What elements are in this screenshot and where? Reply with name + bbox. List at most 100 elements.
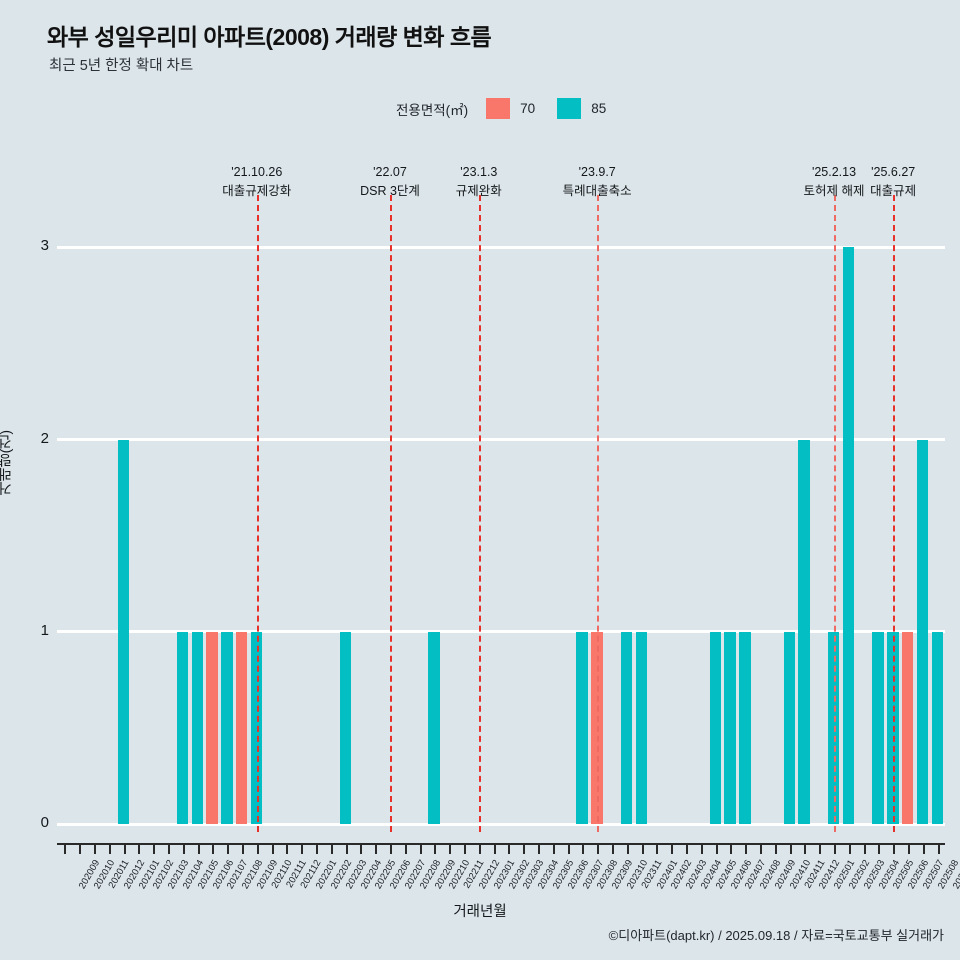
x-axis-tick	[286, 843, 289, 854]
x-axis-line	[57, 843, 945, 854]
x-axis-tick	[804, 843, 807, 854]
x-axis-tick	[464, 843, 466, 854]
x-axis-title: 거래년월	[453, 904, 507, 920]
bar[interactable]	[221, 631, 233, 824]
bar[interactable]	[724, 631, 736, 824]
bar[interactable]	[339, 631, 351, 824]
x-axis-tick	[656, 843, 659, 854]
x-axis-tick	[79, 843, 82, 854]
bar[interactable]	[191, 631, 203, 824]
x-axis-tick	[745, 843, 748, 854]
event-line	[478, 195, 481, 832]
x-axis-tick	[523, 843, 526, 854]
bar[interactable]	[620, 631, 633, 824]
x-axis-tick	[94, 843, 96, 854]
gridline	[57, 630, 945, 634]
x-axis-tick	[863, 843, 866, 854]
event-date-label: '21.10.26	[231, 165, 283, 179]
x-axis-tick	[138, 843, 141, 854]
x-axis-tick	[582, 843, 585, 854]
bar[interactable]	[576, 631, 588, 824]
legend-title: 전용면적(㎡)	[396, 102, 469, 118]
x-axis-tick	[671, 843, 674, 854]
legend-item-85[interactable]: 85	[557, 98, 606, 119]
bar[interactable]	[828, 631, 840, 824]
event-date-label: '25.6.27	[871, 165, 916, 179]
event-line	[893, 195, 896, 832]
x-axis-tick	[434, 843, 437, 854]
x-axis-tick	[404, 843, 407, 854]
x-axis-tick	[760, 843, 762, 854]
bar[interactable]	[872, 631, 884, 824]
event-text-label: 규제완화	[455, 184, 502, 199]
bar[interactable]	[887, 631, 899, 824]
x-axis-tick	[212, 843, 215, 854]
event-line	[597, 195, 600, 832]
bar[interactable]	[902, 631, 914, 824]
x-axis-tick	[390, 843, 392, 854]
bar[interactable]	[709, 631, 721, 824]
legend-label-70: 70	[520, 101, 536, 116]
x-axis-tick	[878, 843, 881, 854]
x-axis-tick	[819, 843, 822, 854]
event-annotation: '25.6.27 대출규제	[870, 163, 916, 202]
bar[interactable]	[798, 439, 810, 824]
x-axis-tick	[834, 843, 836, 854]
x-axis-tick	[153, 843, 156, 854]
event-text-label: 특례대출축소	[562, 184, 632, 199]
bar[interactable]	[117, 439, 129, 824]
legend-item-70[interactable]: 70	[486, 98, 535, 119]
bar[interactable]	[739, 631, 751, 824]
bar[interactable]	[236, 631, 248, 824]
event-text-label: DSR 3단계	[360, 184, 420, 199]
event-annotation: '23.1.3 규제완화	[456, 163, 502, 202]
footer-credit: ©디아파트(dapt.kr) / 2025.09.18 / 자료=국토교통부 실…	[608, 928, 944, 943]
x-axis-tick	[478, 843, 481, 854]
x-axis-tick	[552, 843, 555, 854]
event-text-label: 대출규제강화	[222, 184, 292, 199]
legend: 전용면적(㎡) 70 85	[396, 98, 618, 119]
x-axis-tick	[330, 843, 333, 854]
event-annotation: '25.2.13 토허제 해제	[804, 163, 865, 202]
legend-swatch-85	[557, 98, 582, 119]
x-axis-tick	[922, 843, 925, 854]
gridline	[57, 822, 945, 826]
legend-swatch-70	[486, 98, 511, 119]
x-axis-tick	[774, 843, 777, 854]
bar[interactable]	[916, 439, 929, 824]
bar[interactable]	[250, 631, 263, 824]
x-axis-tick	[271, 843, 274, 854]
x-axis-tick	[168, 843, 170, 854]
event-date-label: '22.07	[373, 165, 407, 179]
x-axis-tick	[908, 843, 910, 854]
bar[interactable]	[176, 631, 189, 824]
y-axis-tick-label: 0	[40, 814, 49, 831]
y-axis-tick-label: 1	[40, 621, 49, 639]
x-axis-tick	[301, 843, 304, 854]
x-axis-tick	[449, 843, 452, 854]
event-annotation: '23.9.7 특례대출축소	[563, 163, 632, 202]
bar[interactable]	[206, 631, 218, 824]
x-axis-tick	[893, 843, 896, 854]
x-axis-tick	[597, 843, 600, 854]
event-date-label: '23.1.3	[460, 165, 498, 179]
bar[interactable]	[591, 631, 603, 824]
bar[interactable]	[842, 247, 855, 824]
event-annotation: '21.10.26 대출규제강화	[222, 163, 291, 202]
event-date-label: '25.2.13	[811, 165, 857, 179]
x-axis-tick	[227, 843, 230, 854]
gridline	[57, 245, 945, 249]
event-date-label: '23.9.7	[578, 165, 616, 179]
bar[interactable]	[931, 631, 943, 824]
x-axis-tick	[108, 843, 111, 854]
bar[interactable]	[783, 631, 795, 824]
x-axis-tick	[789, 843, 792, 854]
x-axis-tick	[64, 843, 67, 854]
x-axis-tick	[538, 843, 540, 854]
x-axis-tick	[197, 843, 200, 854]
page-subtitle: 최근 5년 한정 확대 차트	[49, 58, 194, 74]
x-axis-tick	[242, 843, 244, 854]
bar[interactable]	[428, 631, 440, 824]
x-axis-tick	[612, 843, 614, 854]
bar[interactable]	[635, 631, 647, 824]
